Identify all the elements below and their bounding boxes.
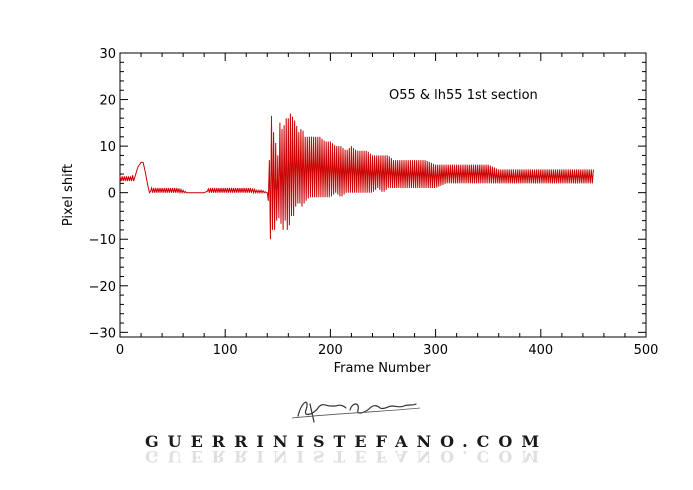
y-axis-title: Pixel shift [61, 164, 76, 226]
y-tick-label: 10 [99, 140, 116, 155]
x-tick-label: 0 [116, 343, 124, 358]
site-name-reflection: GUERRINISTEFANO.COM [144, 447, 549, 466]
y-axis-ticks: −30 −20 −10 0 10 20 30 [89, 47, 646, 341]
x-tick-label: 100 [213, 343, 238, 358]
site-name: GUERRINISTEFANO.COM [144, 432, 549, 451]
y-tick-label: 20 [99, 94, 116, 109]
x-tick-label: 300 [423, 343, 448, 358]
y-tick-label: 0 [108, 187, 116, 202]
y-tick-label: −20 [89, 280, 116, 295]
plot-frame [119, 52, 647, 338]
x-axis-title: Frame Number [334, 361, 432, 376]
chart-annotation: O55 & lh55 1st section [389, 88, 538, 103]
y-tick-label: −10 [89, 233, 116, 248]
y-tick-label: 30 [99, 47, 116, 62]
plot-border [119, 52, 647, 338]
x-tick-label: 500 [634, 343, 659, 358]
signature-logo [291, 401, 421, 423]
x-tick-label: 400 [528, 343, 553, 358]
y-tick-label: −30 [89, 326, 116, 341]
series-layer [119, 113, 594, 240]
x-tick-label: 200 [318, 343, 343, 358]
x-axis-ticks: 0 100 200 300 400 500 [116, 53, 659, 358]
series-line [119, 113, 594, 240]
